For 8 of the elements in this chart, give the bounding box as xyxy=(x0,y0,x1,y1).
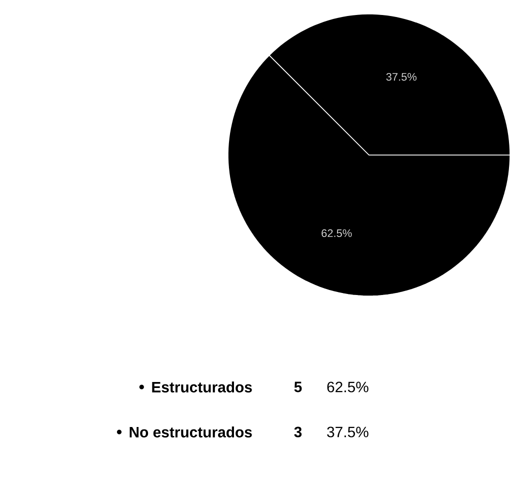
data-label: 62.5% xyxy=(322,229,352,238)
text: 3 xyxy=(294,426,302,438)
text: 5 xyxy=(294,382,302,392)
text: 37.5% xyxy=(327,426,368,438)
text: 62.5% xyxy=(327,382,368,392)
legend-label: No estructurados xyxy=(130,426,252,438)
legend-label: Estructurados xyxy=(152,382,252,392)
data-label: 37.5% xyxy=(386,72,417,81)
